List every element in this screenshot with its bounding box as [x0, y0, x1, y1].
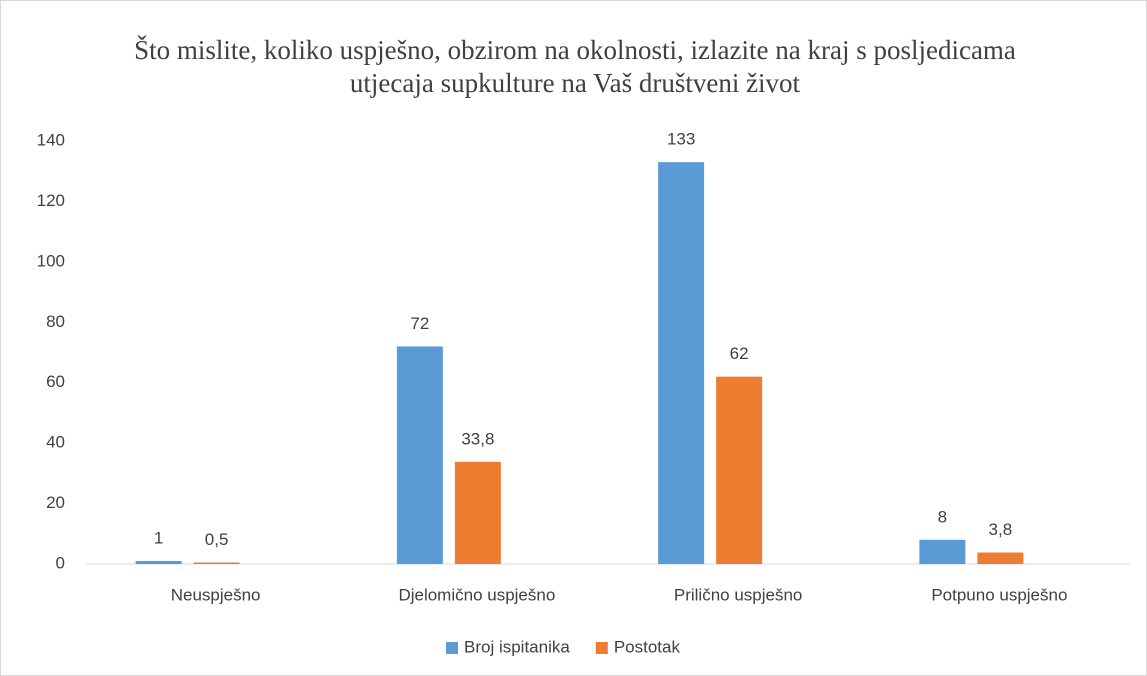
chart-title: Što mislite, koliko uspješno, obzirom na… — [134, 35, 1016, 98]
bar — [716, 376, 763, 564]
bar — [193, 562, 240, 564]
data-label: 72 — [410, 314, 429, 333]
data-label: 8 — [938, 507, 947, 526]
data-label: 1 — [154, 528, 163, 547]
bar — [658, 162, 705, 564]
data-label: 0,5 — [205, 530, 229, 549]
legend-swatch — [446, 642, 458, 654]
data-label: 62 — [730, 344, 749, 363]
legend-label: Broj ispitanika — [464, 637, 570, 656]
x-tick-label: Neuspješno — [171, 585, 261, 604]
y-tick-label: 20 — [46, 493, 65, 512]
y-tick-label: 120 — [37, 191, 65, 210]
y-tick-label: 100 — [37, 251, 65, 270]
y-tick-label: 80 — [46, 312, 65, 331]
bar — [396, 346, 443, 564]
bar — [919, 539, 966, 564]
y-tick-label: 60 — [46, 372, 65, 391]
bar — [135, 560, 182, 564]
legend-label: Postotak — [614, 637, 681, 656]
y-tick-label: 0 — [56, 553, 65, 572]
x-tick-label: Prilično uspješno — [674, 585, 803, 604]
bar — [977, 552, 1024, 564]
x-tick-label: Potpuno uspješno — [931, 585, 1067, 604]
data-label: 33,8 — [461, 429, 494, 448]
data-label: 133 — [667, 130, 695, 149]
bar — [454, 461, 501, 564]
data-label: 3,8 — [989, 520, 1013, 539]
y-tick-label: 40 — [46, 433, 65, 452]
y-tick-label: 140 — [37, 130, 65, 149]
x-tick-label: Djelomično uspješno — [398, 585, 555, 604]
legend-swatch — [595, 642, 608, 654]
